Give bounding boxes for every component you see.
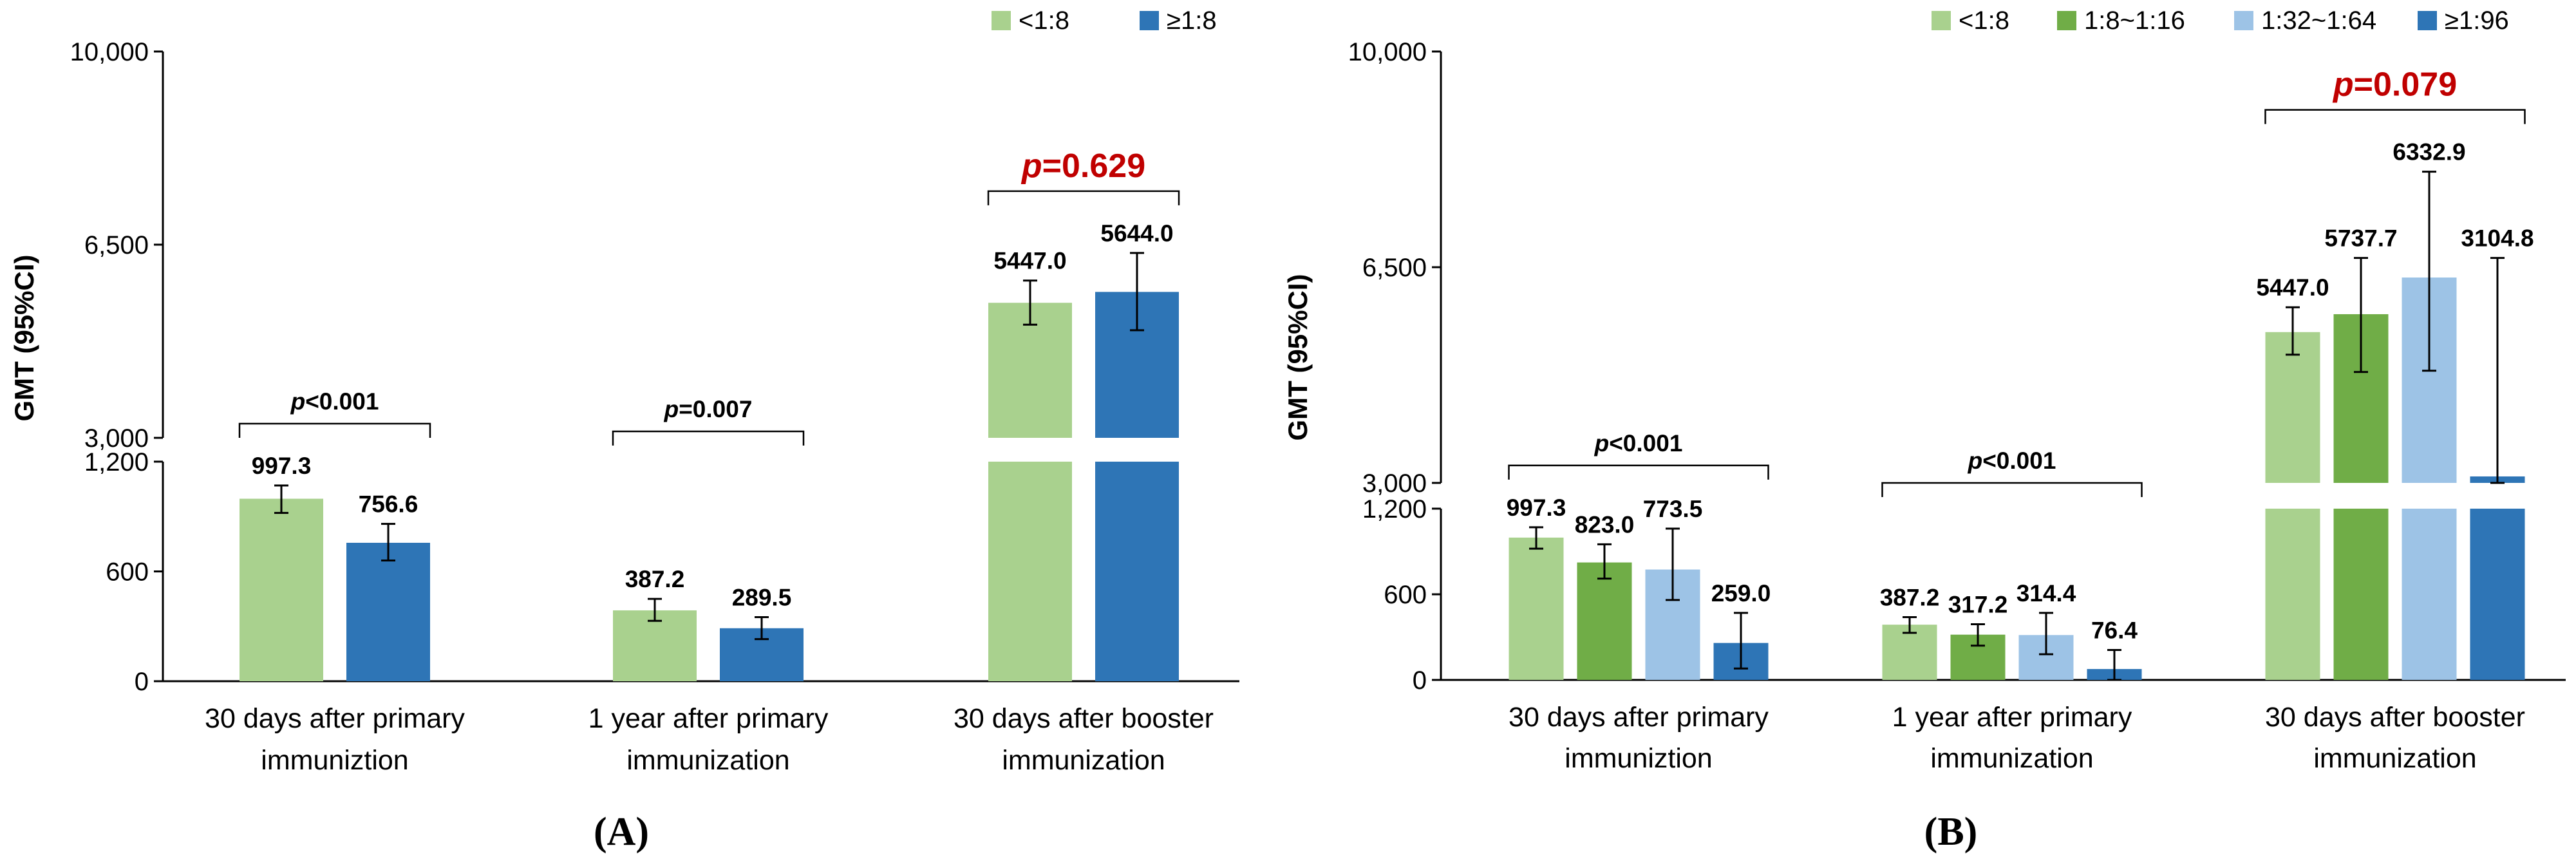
x-tick-label: 1 year after primary bbox=[1892, 702, 2132, 733]
bar bbox=[2265, 332, 2320, 483]
legend-label: 1:32~1:64 bbox=[2261, 6, 2376, 35]
legend-swatch bbox=[2057, 11, 2076, 30]
bar bbox=[988, 462, 1072, 681]
y-tick-label: 1,200 bbox=[84, 448, 149, 476]
y-tick-label: 1,200 bbox=[1362, 495, 1427, 523]
x-tick-label: 1 year after primary bbox=[588, 703, 829, 734]
data-label: 5644.0 bbox=[1100, 220, 1173, 247]
legend-swatch bbox=[1932, 11, 1951, 30]
data-label: 317.2 bbox=[1948, 592, 2008, 618]
bar bbox=[2470, 509, 2525, 680]
data-label: 387.2 bbox=[1880, 584, 1940, 610]
data-label: 6332.9 bbox=[2393, 139, 2465, 165]
legend-label: ≥1:96 bbox=[2445, 6, 2509, 35]
data-label: 997.3 bbox=[1507, 494, 1566, 521]
x-tick-label: immunization bbox=[1930, 743, 2093, 774]
significance-bracket bbox=[2264, 109, 2526, 124]
x-tick-label: immunization bbox=[2313, 743, 2476, 774]
significance-bracket bbox=[238, 422, 431, 438]
y-tick-label: 10,000 bbox=[1348, 38, 1427, 66]
significance-bracket bbox=[987, 190, 1180, 205]
data-label: 5447.0 bbox=[2256, 274, 2329, 301]
data-label: 5447.0 bbox=[993, 248, 1066, 274]
y-axis-label: GMT (95%CI) bbox=[9, 254, 39, 421]
legend-label: <1:8 bbox=[1959, 6, 2009, 35]
bar bbox=[2333, 509, 2389, 680]
legend-swatch bbox=[2234, 11, 2253, 30]
y-tick-label: 0 bbox=[1413, 666, 1427, 695]
data-label: 997.3 bbox=[252, 453, 312, 479]
x-tick-label: immunization bbox=[626, 745, 789, 776]
y-tick-label: 10,000 bbox=[70, 38, 149, 66]
legend-label: <1:8 bbox=[1019, 6, 1069, 35]
panel-label: (B) bbox=[1924, 810, 1978, 854]
bar bbox=[346, 542, 430, 681]
p-value-label: p<0.001 bbox=[290, 388, 379, 415]
bar bbox=[1095, 462, 1179, 681]
legend-label: ≥1:8 bbox=[1167, 6, 1217, 35]
data-label: 756.6 bbox=[359, 491, 418, 518]
legend-swatch bbox=[992, 11, 1011, 30]
y-tick-label: 600 bbox=[106, 558, 149, 587]
x-tick-label: immunization bbox=[1002, 745, 1165, 776]
bar bbox=[1577, 562, 1632, 680]
p-value-label: p<0.001 bbox=[1594, 430, 1683, 457]
x-tick-label: immuniztion bbox=[1565, 743, 1712, 774]
x-tick-label: 30 days after booster bbox=[954, 703, 1214, 734]
bar bbox=[240, 498, 323, 681]
x-tick-label: 30 days after booster bbox=[2265, 702, 2525, 733]
y-tick-label: 0 bbox=[135, 668, 149, 696]
significance-bracket bbox=[612, 430, 805, 446]
y-tick-label: 6,500 bbox=[1362, 254, 1427, 282]
x-tick-label: immuniztion bbox=[261, 745, 408, 776]
legend-label: 1:8~1:16 bbox=[2084, 6, 2185, 35]
y-axis-label: GMT (95%CI) bbox=[1283, 274, 1313, 440]
data-label: 823.0 bbox=[1575, 511, 1635, 538]
y-tick-label: 600 bbox=[1384, 581, 1427, 609]
legend-swatch bbox=[2418, 11, 2437, 30]
x-tick-label: 30 days after primary bbox=[1509, 702, 1769, 733]
data-label: 5737.7 bbox=[2324, 225, 2397, 252]
legend-swatch bbox=[1140, 11, 1159, 30]
significance-bracket bbox=[1881, 482, 2143, 497]
p-value-label: p=0.079 bbox=[2332, 66, 2457, 104]
bar bbox=[2265, 509, 2320, 680]
panel-label: (A) bbox=[594, 810, 649, 854]
data-label: 259.0 bbox=[1711, 580, 1771, 607]
p-value-label: p=0.007 bbox=[664, 396, 753, 422]
bar bbox=[1509, 537, 1564, 680]
data-label: 387.2 bbox=[625, 566, 685, 592]
significance-bracket bbox=[1508, 464, 1769, 480]
data-label: 289.5 bbox=[732, 585, 792, 611]
bar bbox=[613, 610, 697, 681]
data-label: 3104.8 bbox=[2461, 225, 2534, 252]
data-label: 773.5 bbox=[1643, 496, 1703, 522]
bar bbox=[2402, 509, 2457, 680]
y-tick-label: 6,500 bbox=[84, 231, 149, 259]
data-label: 76.4 bbox=[2091, 617, 2138, 643]
p-value-label: p=0.629 bbox=[1020, 147, 1145, 185]
data-label: 314.4 bbox=[2017, 580, 2076, 607]
bar bbox=[1882, 625, 1937, 680]
y-tick-label: 3,000 bbox=[84, 424, 149, 453]
y-tick-label: 3,000 bbox=[1362, 469, 1427, 498]
p-value-label: p<0.001 bbox=[1968, 447, 2056, 474]
x-tick-label: 30 days after primary bbox=[205, 703, 465, 734]
